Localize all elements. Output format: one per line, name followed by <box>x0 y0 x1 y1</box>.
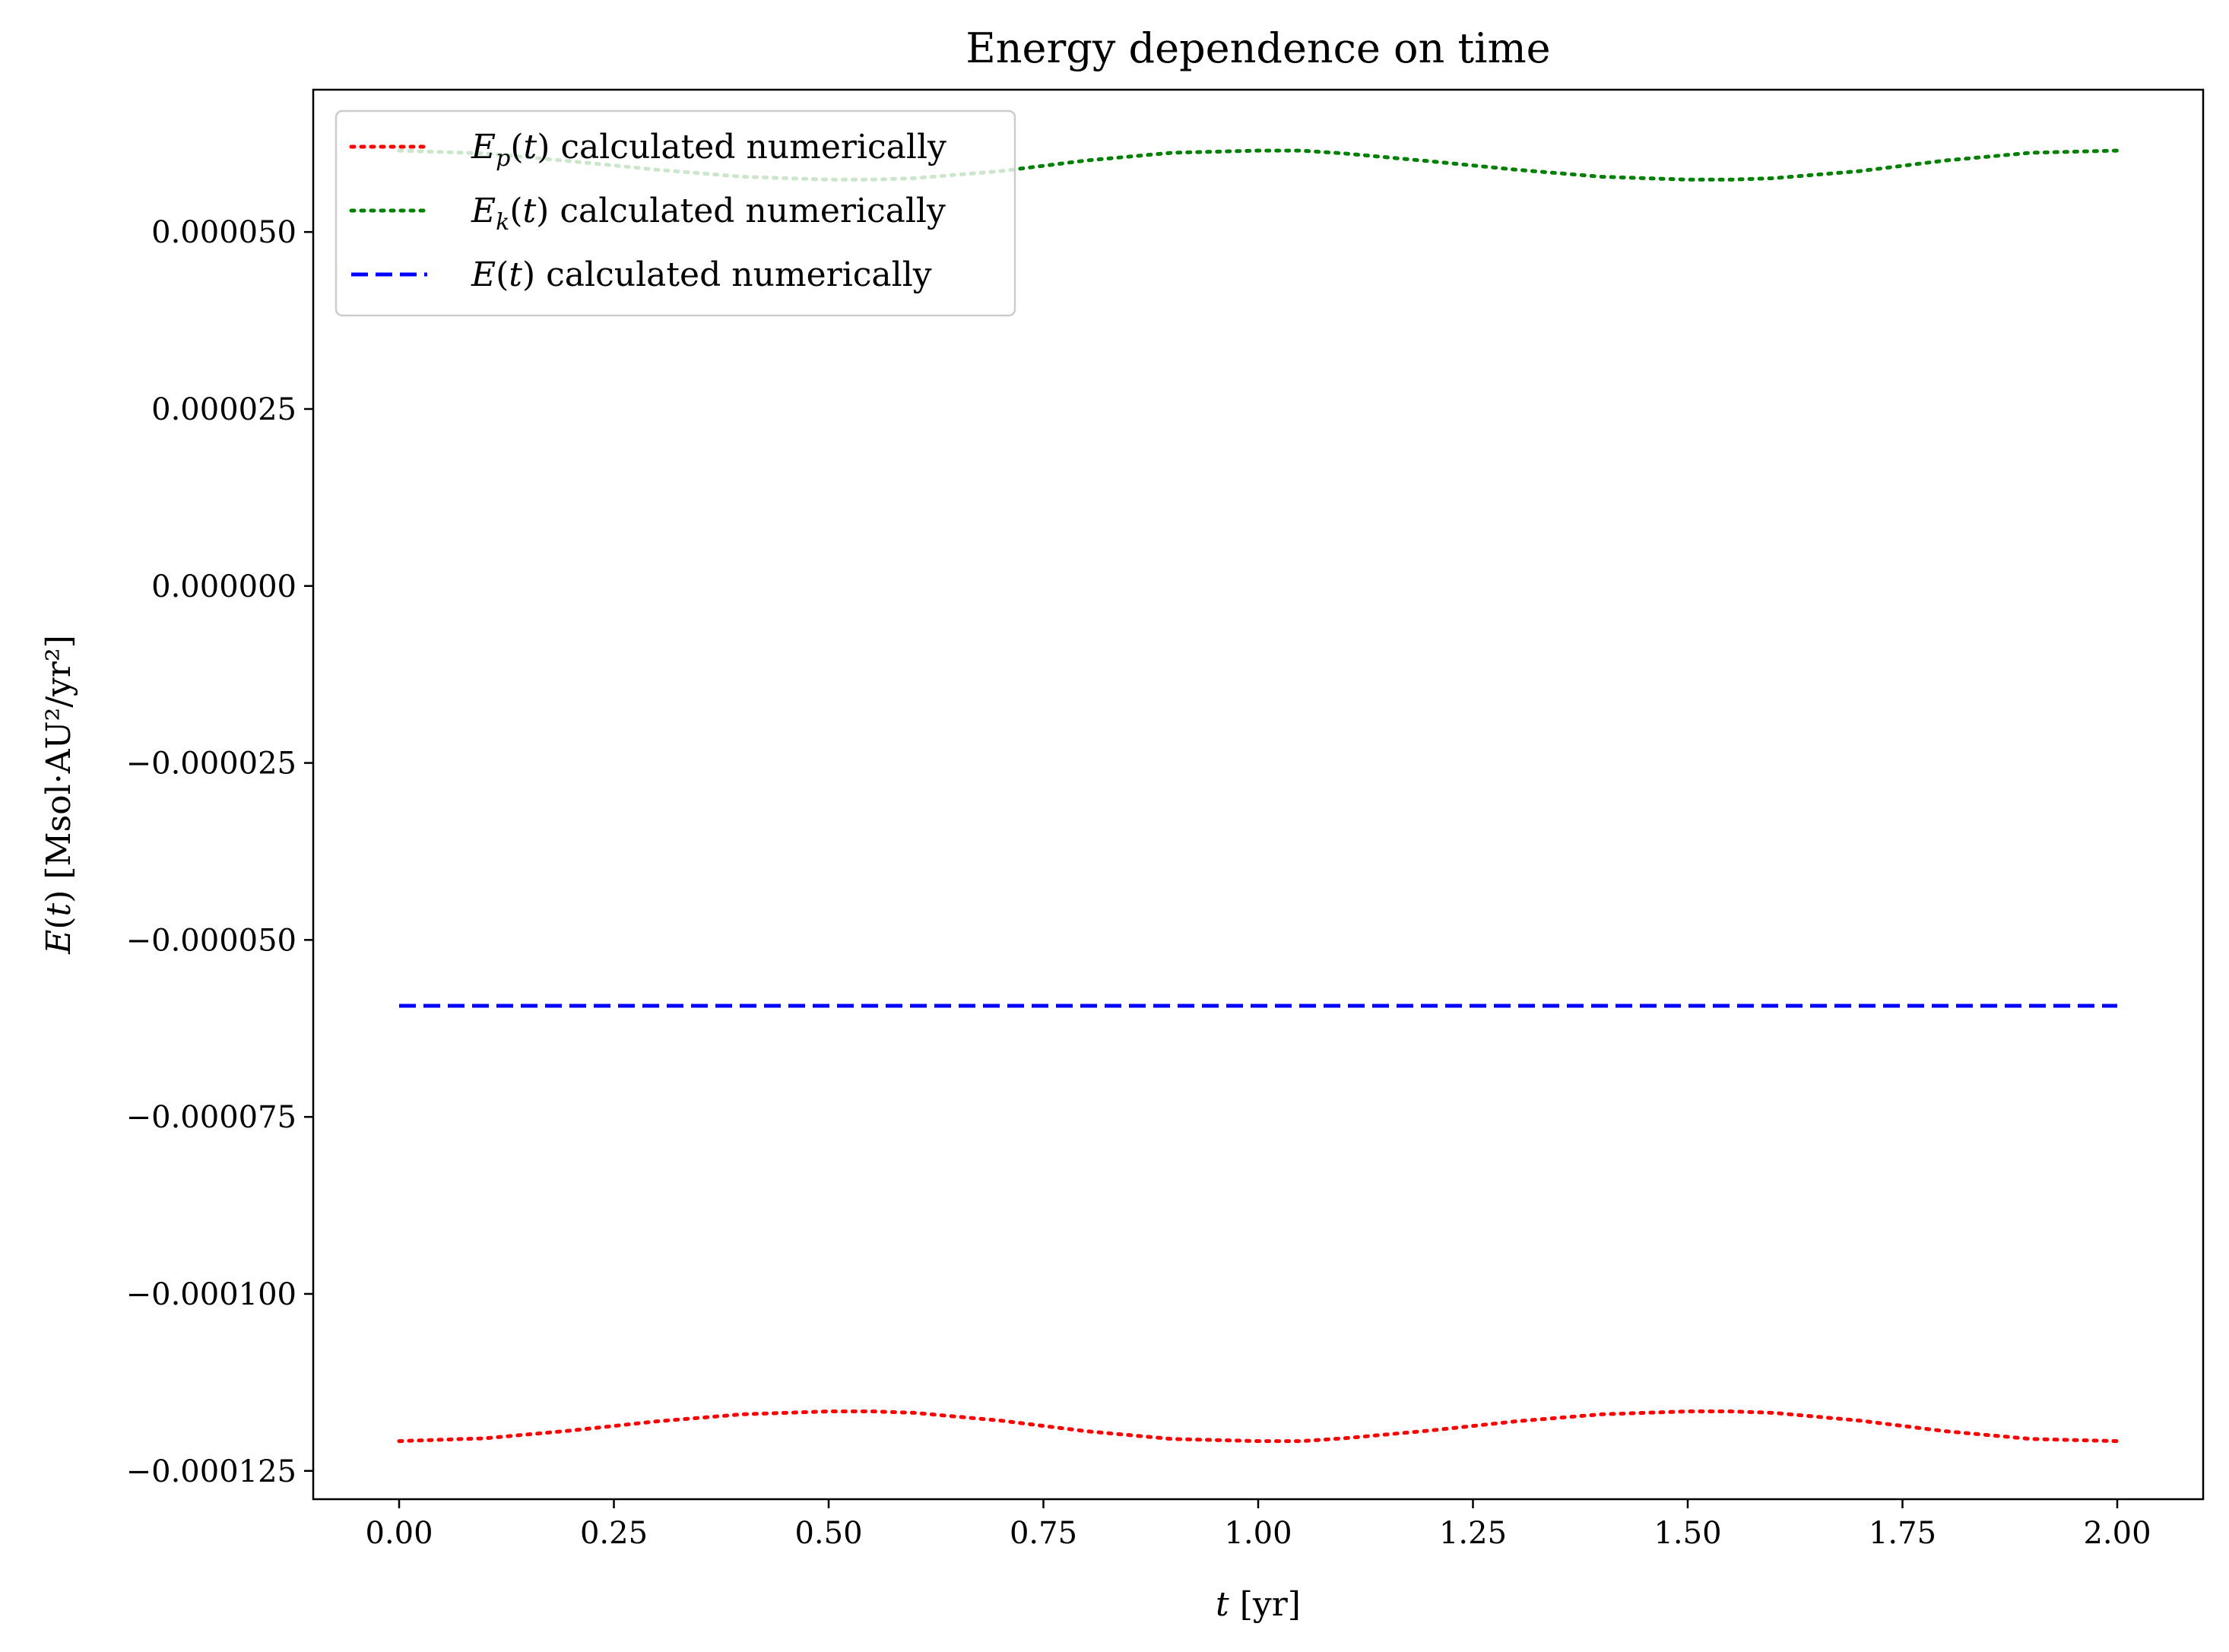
legend-label-3: E(t) calculated numerically <box>471 255 932 294</box>
x-axis-label: t [yr] <box>1216 1585 1301 1624</box>
x-tick-label: 1.75 <box>1869 1516 1936 1551</box>
x-tick-label: 1.25 <box>1439 1516 1507 1551</box>
y-tick-label: −0.000075 <box>126 1100 296 1135</box>
y-tick-label: 0.000000 <box>151 569 296 604</box>
x-tick-label: 0.50 <box>794 1516 862 1551</box>
y-tick-label: 0.000050 <box>151 215 296 250</box>
x-tick-label: 2.00 <box>2083 1516 2151 1551</box>
series-line-1 <box>397 1409 2120 1444</box>
legend-label-1: Ep(t) calculated numerically <box>471 128 946 172</box>
y-tick-label: −0.000100 <box>126 1277 296 1312</box>
y-tick-label: −0.000025 <box>126 747 296 782</box>
x-axis-ticks: 0.00 0.25 0.50 0.75 1.00 1.25 1.50 1.75 2.00 <box>365 1499 2151 1551</box>
x-tick-label: 0.75 <box>1010 1516 1077 1551</box>
legend: Ep(t) calculated numerically Ek(t) calcul… <box>335 109 1016 317</box>
y-tick-label: −0.000050 <box>126 923 296 958</box>
legend-label-2: Ek(t) calculated numerically <box>471 192 946 236</box>
x-tick-label: 0.00 <box>365 1516 433 1551</box>
x-tick-label: 1.00 <box>1224 1516 1292 1551</box>
chart-title: Energy dependence on time <box>965 24 1550 72</box>
series-layer <box>397 148 2120 1444</box>
y-axis-label: E(t) [Msol·AU²/yr²] <box>40 635 78 955</box>
y-tick-label: 0.000025 <box>151 392 296 427</box>
x-tick-label: 0.25 <box>580 1516 648 1551</box>
legend-box <box>335 109 1016 317</box>
y-tick-label: −0.000125 <box>126 1454 296 1489</box>
x-tick-label: 1.50 <box>1654 1516 1721 1551</box>
y-axis-ticks: 0.000050 0.000025 0.000000 −0.000025 −0.0000… <box>126 215 313 1489</box>
